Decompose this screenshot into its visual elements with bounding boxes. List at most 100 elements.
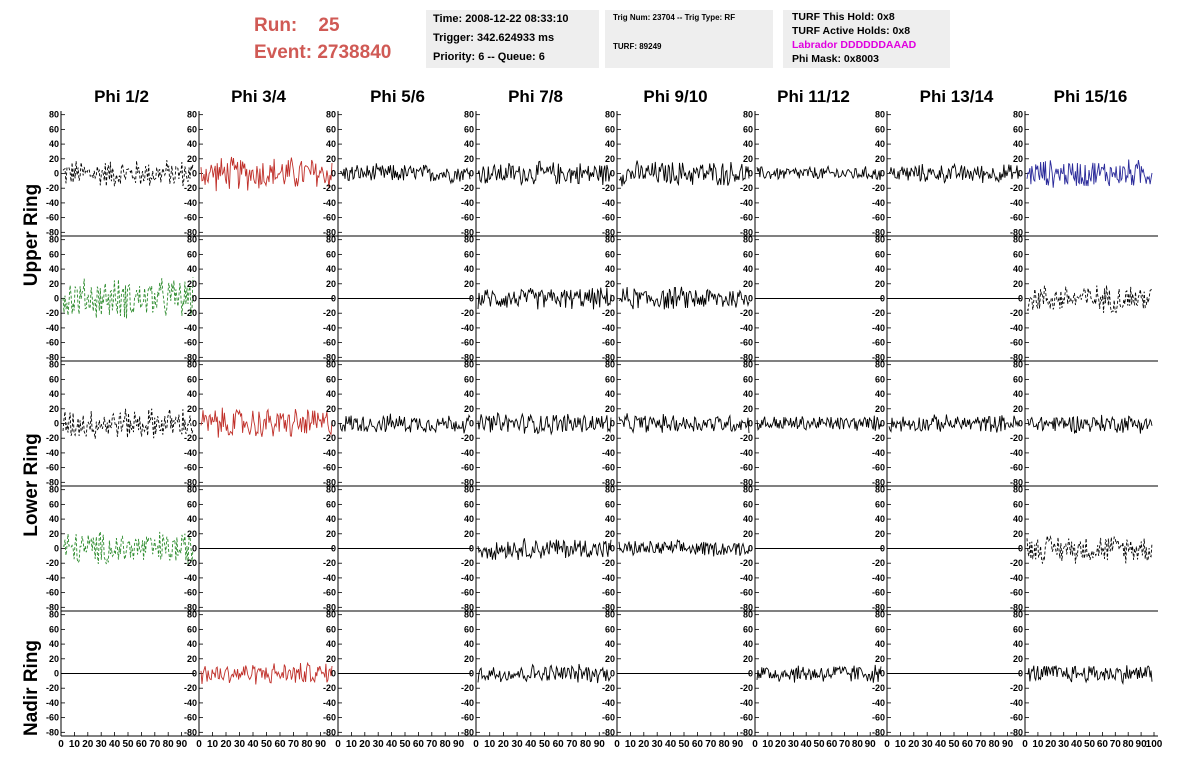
y-tick-label: 80 bbox=[187, 235, 197, 245]
x-tick-label: 0 bbox=[884, 739, 890, 750]
waveform-trace bbox=[618, 413, 750, 434]
y-tick-label: -60 bbox=[46, 463, 59, 473]
y-tick-label: -40 bbox=[872, 198, 885, 208]
x-tick-label: 30 bbox=[373, 739, 385, 750]
y-tick-label: 40 bbox=[187, 139, 197, 149]
y-tick-label: 80 bbox=[743, 235, 753, 245]
x-tick-label: 20 bbox=[498, 739, 510, 750]
y-tick-label: -80 bbox=[602, 727, 615, 737]
y-tick-label: 0 bbox=[331, 419, 336, 429]
x-tick-label: 40 bbox=[525, 739, 537, 750]
x-tick-label: 70 bbox=[839, 739, 851, 750]
y-tick-label: 60 bbox=[464, 249, 474, 259]
waveform-trace bbox=[200, 407, 333, 438]
y-tick-label: -20 bbox=[1010, 308, 1023, 318]
y-tick-label: 60 bbox=[743, 249, 753, 259]
x-tick-label: 0 bbox=[58, 739, 64, 750]
y-tick-label: -20 bbox=[461, 433, 474, 443]
y-tick-label: 40 bbox=[464, 639, 474, 649]
y-tick-label: 80 bbox=[743, 110, 753, 120]
x-tick-label: 70 bbox=[426, 739, 438, 750]
x-tick-label: 20 bbox=[82, 739, 94, 750]
y-tick-label: 60 bbox=[743, 124, 753, 134]
y-tick-label: -20 bbox=[461, 683, 474, 693]
y-tick-label: 60 bbox=[1013, 499, 1023, 509]
y-tick-label: 60 bbox=[1013, 374, 1023, 384]
y-tick-label: -60 bbox=[872, 713, 885, 723]
y-tick-label: 20 bbox=[743, 529, 753, 539]
x-tick-label: 20 bbox=[775, 739, 787, 750]
x-tick-label: 20 bbox=[220, 739, 232, 750]
y-tick-label: -40 bbox=[461, 698, 474, 708]
waveform-trace bbox=[1026, 535, 1153, 564]
y-tick-label: -80 bbox=[184, 477, 197, 487]
y-tick-label: -80 bbox=[740, 602, 753, 612]
y-tick-label: -40 bbox=[602, 573, 615, 583]
y-tick-label: -40 bbox=[323, 573, 336, 583]
y-tick-label: -40 bbox=[461, 448, 474, 458]
y-tick-label: -40 bbox=[323, 698, 336, 708]
panel-r4-c2: -80 -60 -40 -20 0 20 40 60 80 bbox=[323, 610, 476, 737]
y-tick-label: 60 bbox=[1013, 249, 1023, 259]
y-tick-label: 20 bbox=[187, 404, 197, 414]
y-tick-label: -60 bbox=[323, 213, 336, 223]
x-tick-label: 30 bbox=[512, 739, 524, 750]
y-tick-label: 60 bbox=[743, 499, 753, 509]
x-tick-label: 50 bbox=[678, 739, 690, 750]
y-tick-label: 40 bbox=[1013, 639, 1023, 649]
y-tick-label: 0 bbox=[469, 169, 474, 179]
y-tick-label: 40 bbox=[743, 639, 753, 649]
y-tick-label: -20 bbox=[46, 683, 59, 693]
y-tick-label: -60 bbox=[46, 338, 59, 348]
y-tick-label: 40 bbox=[743, 389, 753, 399]
x-tick-label: 80 bbox=[1123, 739, 1135, 750]
y-tick-label: -80 bbox=[1010, 352, 1023, 362]
panel-r1-c5: -80 -60 -40 -20 0 20 40 60 80 bbox=[740, 235, 887, 362]
y-tick-label: 60 bbox=[187, 624, 197, 634]
x-tick-label: 10 bbox=[346, 739, 358, 750]
y-tick-label: -60 bbox=[323, 463, 336, 473]
y-tick-label: 60 bbox=[49, 124, 59, 134]
event-label: Event: bbox=[254, 42, 313, 63]
y-tick-label: -80 bbox=[740, 352, 753, 362]
y-tick-label: -60 bbox=[461, 713, 474, 723]
y-tick-label: 0 bbox=[880, 169, 885, 179]
y-tick-label: 60 bbox=[187, 249, 197, 259]
panel-r1-c2: -80 -60 -40 -20 0 20 40 60 80 bbox=[323, 235, 476, 362]
time-info-box: Time: 2008-12-22 08:33:10 Trigger: 342.6… bbox=[426, 10, 599, 68]
y-tick-label: -20 bbox=[602, 308, 615, 318]
y-tick-label: -60 bbox=[872, 338, 885, 348]
y-tick-label: -80 bbox=[461, 727, 474, 737]
trigger-text: Trigger: 342.624933 ms bbox=[433, 32, 555, 44]
y-tick-label: 40 bbox=[875, 264, 885, 274]
y-tick-label: 20 bbox=[1013, 529, 1023, 539]
x-tick-label: 50 bbox=[1084, 739, 1096, 750]
y-tick-label: 40 bbox=[326, 139, 336, 149]
y-tick-label: -60 bbox=[1010, 213, 1023, 223]
y-tick-label: 40 bbox=[49, 639, 59, 649]
y-tick-label: 60 bbox=[187, 124, 197, 134]
column-header-phi-5-6: Phi 5/6 bbox=[370, 87, 425, 106]
panel-r2-c5: -80 -60 -40 -20 0 20 40 60 80 bbox=[740, 360, 887, 487]
panel-r3-c3: -80 -60 -40 -20 0 20 40 60 80 bbox=[461, 485, 617, 612]
y-tick-label: -40 bbox=[872, 698, 885, 708]
y-tick-label: -80 bbox=[46, 602, 59, 612]
y-tick-label: 80 bbox=[187, 110, 197, 120]
y-tick-label: -60 bbox=[323, 713, 336, 723]
y-tick-label: 60 bbox=[464, 374, 474, 384]
y-tick-label: -60 bbox=[46, 713, 59, 723]
y-tick-label: 60 bbox=[743, 624, 753, 634]
x-tick-label: 50 bbox=[399, 739, 411, 750]
x-tick-label: 60 bbox=[1097, 739, 1109, 750]
y-tick-label: 60 bbox=[464, 624, 474, 634]
y-tick-label: 0 bbox=[748, 544, 753, 554]
y-tick-label: 40 bbox=[1013, 139, 1023, 149]
y-tick-label: 20 bbox=[605, 154, 615, 164]
x-tick-label: 20 bbox=[908, 739, 920, 750]
y-tick-label: 40 bbox=[49, 139, 59, 149]
x-tick-label: 90 bbox=[453, 739, 465, 750]
y-tick-label: -80 bbox=[740, 227, 753, 237]
y-tick-label: -20 bbox=[1010, 558, 1023, 568]
panel-r0-c5: -80 -60 -40 -20 0 20 40 60 80 bbox=[740, 110, 887, 237]
y-tick-label: -20 bbox=[323, 183, 336, 193]
